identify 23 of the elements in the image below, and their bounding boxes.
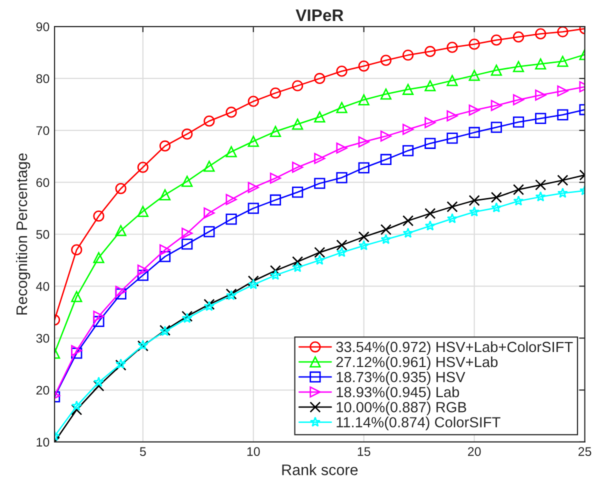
- legend-label: 10.00%(0.887) RGB: [336, 402, 466, 416]
- x-tick-label: 15: [358, 447, 370, 456]
- x-tick-label: 10: [247, 447, 260, 456]
- y-tick-label: 40: [36, 282, 50, 291]
- legend-label: 11.14%(0.874) ColorSIFT: [336, 416, 500, 430]
- x-tick-label: 20: [468, 447, 481, 456]
- legend-label: 27.12%(0.961) HSV+Lab: [336, 356, 498, 370]
- y-tick-label: 20: [36, 386, 50, 395]
- y-tick-label: 30: [36, 334, 50, 343]
- legend-label: 18.93%(0.945) Lab: [336, 386, 460, 400]
- y-tick-label: 50: [36, 230, 50, 239]
- x-tick-label: 5: [140, 447, 146, 456]
- y-axis-title: Recognition Percentage: [16, 153, 30, 315]
- y-tick-label: 70: [36, 126, 50, 136]
- legend-label: 18.73%(0.935) HSV: [336, 372, 466, 386]
- x-axis-title: Rank score: [282, 464, 358, 476]
- y-tick-label: 90: [36, 22, 50, 32]
- y-tick-label: 60: [36, 178, 50, 187]
- legend-label: 33.54%(0.972) HSV+Lab+ColorSIFT: [336, 341, 573, 356]
- chart-title: VIPeR: [296, 10, 344, 22]
- x-tick-label: 25: [578, 447, 592, 456]
- y-tick-label: 80: [36, 74, 50, 84]
- y-tick-label: 10: [36, 438, 50, 447]
